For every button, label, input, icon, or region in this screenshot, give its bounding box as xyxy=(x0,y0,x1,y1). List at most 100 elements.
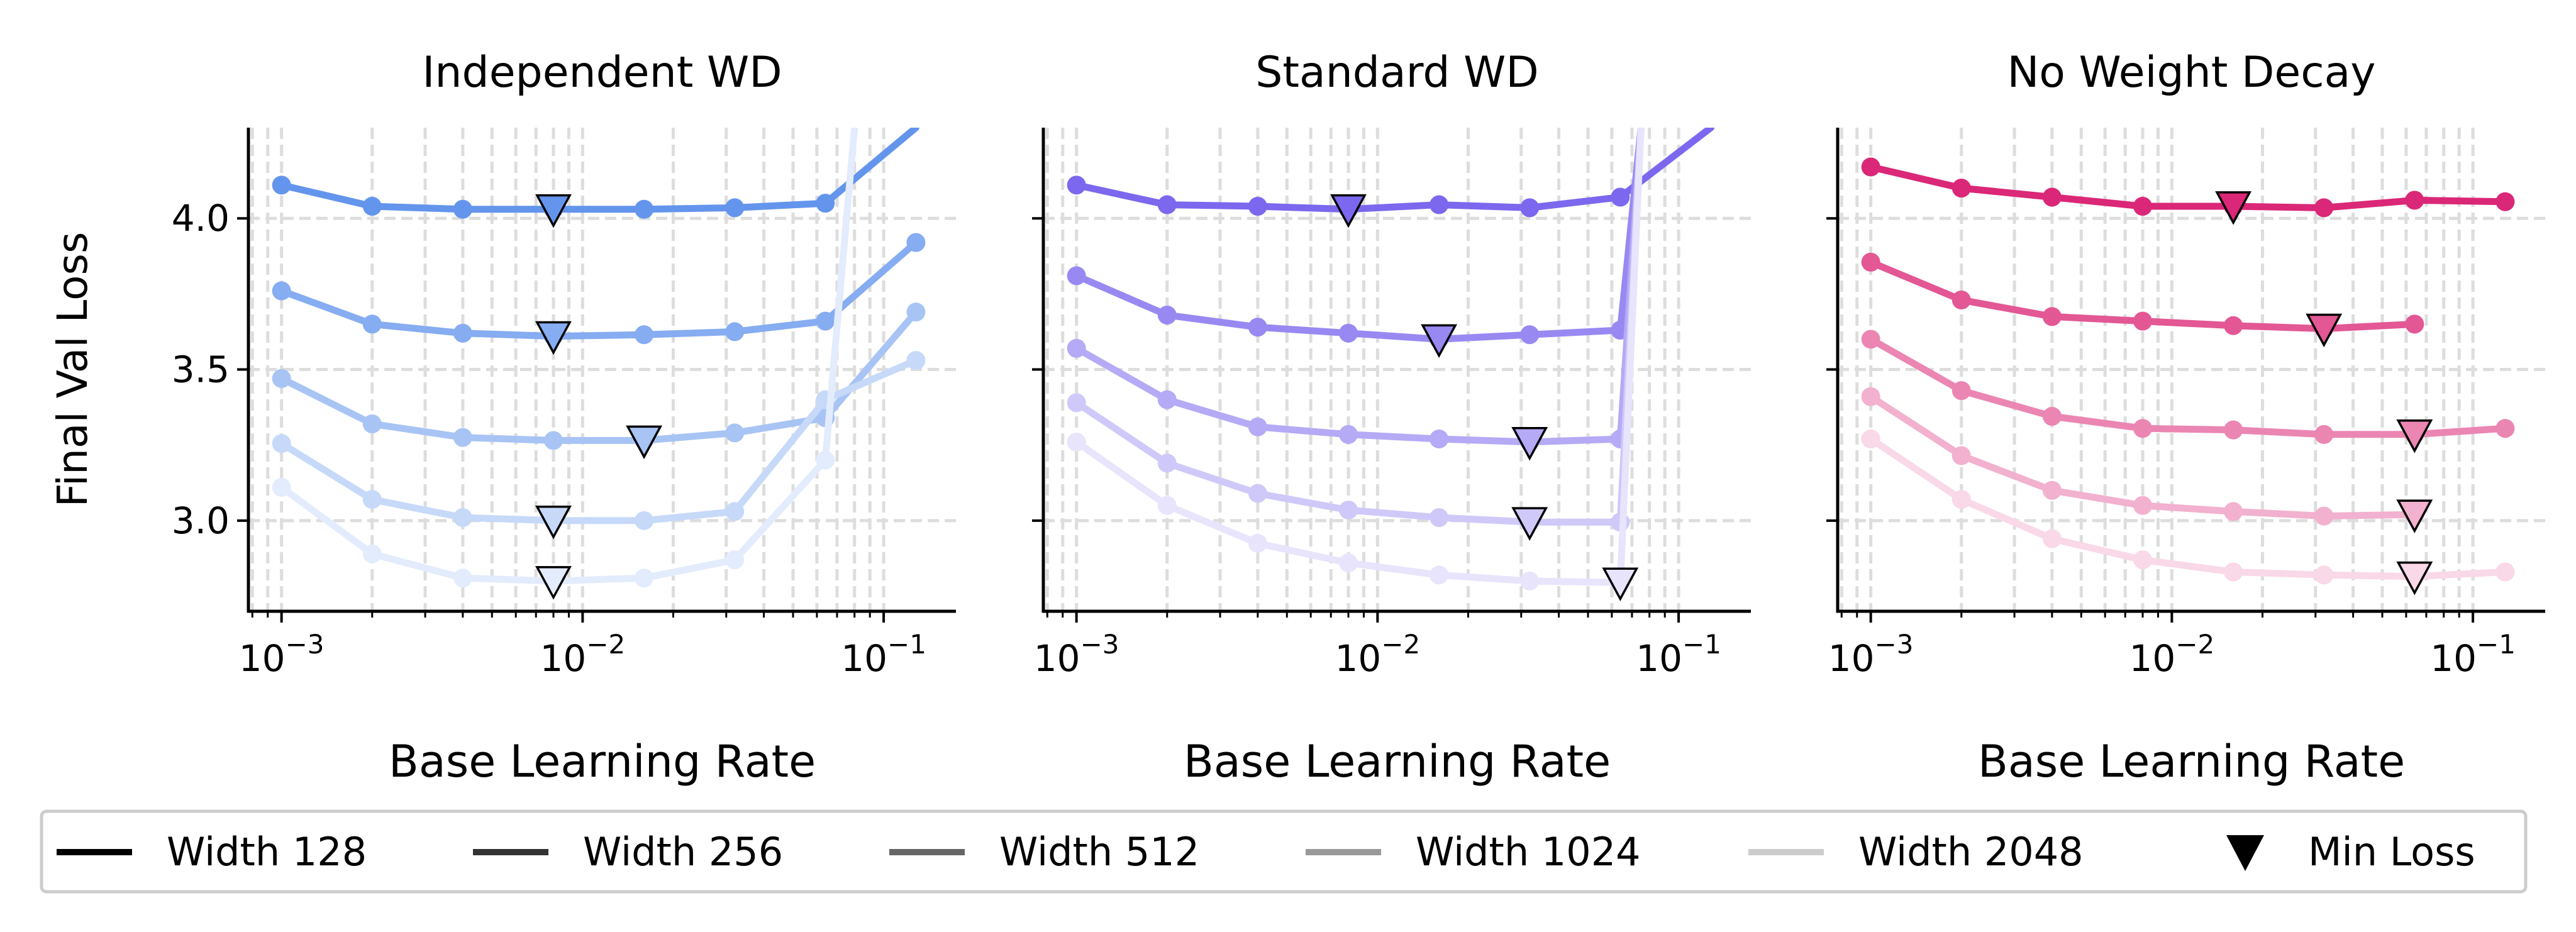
data-point xyxy=(1067,266,1086,286)
data-point xyxy=(362,544,382,563)
x-tick-label: 10−1 xyxy=(2430,629,2516,680)
min-loss-marker xyxy=(535,566,572,600)
y-tick-label: 4.0 xyxy=(172,197,230,240)
data-point xyxy=(1951,381,1971,401)
panel-title: No Weight Decay xyxy=(2007,48,2375,97)
data-point xyxy=(1157,453,1177,473)
data-point xyxy=(1067,432,1086,452)
series-3 xyxy=(1067,128,1645,461)
data-point xyxy=(725,550,745,570)
x-axis-label: Base Learning Rate xyxy=(1184,736,1611,787)
min-loss-marker xyxy=(626,425,663,460)
data-point xyxy=(2405,314,2424,334)
series-1 xyxy=(272,128,919,228)
data-point xyxy=(1430,508,1449,528)
series-line xyxy=(278,128,919,213)
data-point xyxy=(2496,419,2515,438)
data-point xyxy=(725,502,745,521)
min-loss-marker xyxy=(1330,194,1367,228)
legend-label: Width 512 xyxy=(999,829,1199,875)
min-loss-marker xyxy=(1602,567,1639,602)
data-point xyxy=(2314,565,2334,585)
data-point xyxy=(1611,187,1630,207)
data-point xyxy=(725,423,745,443)
legend-label: Width 256 xyxy=(583,829,783,875)
data-point xyxy=(1338,424,1358,444)
data-point xyxy=(543,431,563,450)
data-point xyxy=(1951,290,1971,309)
data-point xyxy=(1951,490,1971,509)
legend-frame xyxy=(40,809,2528,894)
series-line xyxy=(1073,128,1645,586)
legend-entry: Width 2048 xyxy=(1748,829,2084,875)
data-point xyxy=(1430,565,1449,585)
min-loss-marker xyxy=(535,505,572,540)
panel-3: 10−3 10−2 10−1 No Weight Decay Base Learning… xyxy=(1826,48,2545,787)
legend-label: Width 1024 xyxy=(1416,829,1641,875)
data-point xyxy=(362,314,382,334)
data-point xyxy=(2224,562,2243,582)
data-point xyxy=(635,199,654,219)
series-4 xyxy=(1067,128,1645,541)
series-line xyxy=(1073,128,1714,213)
data-point xyxy=(2133,496,2152,515)
data-point xyxy=(2314,506,2334,526)
legend-label: Width 128 xyxy=(167,829,367,875)
data-point xyxy=(2042,529,2062,548)
data-point xyxy=(1248,417,1267,436)
legend-triangle-icon xyxy=(2226,835,2264,871)
panel-title: Standard WD xyxy=(1255,48,1539,97)
data-point xyxy=(1338,553,1358,573)
data-point xyxy=(2224,502,2243,521)
x-axis-label: Base Learning Rate xyxy=(389,736,816,787)
data-point xyxy=(272,175,291,195)
data-point xyxy=(725,198,745,218)
data-point xyxy=(1157,496,1177,515)
data-point xyxy=(1430,430,1449,449)
data-point xyxy=(1248,484,1267,503)
data-point xyxy=(2133,419,2152,438)
data-point xyxy=(1157,305,1177,325)
legend: Width 128 Width 256 Width 512 Width 1024 Wid… xyxy=(40,809,2528,894)
series-line xyxy=(1867,335,2509,438)
data-point xyxy=(1157,195,1177,214)
min-loss-marker xyxy=(2396,561,2433,596)
data-point xyxy=(362,196,382,216)
x-axis-label: Base Learning Rate xyxy=(1978,736,2405,787)
series-2 xyxy=(1067,128,1645,358)
data-point xyxy=(1520,198,1540,218)
data-point xyxy=(1861,330,1880,349)
data-point xyxy=(2224,316,2243,335)
data-point xyxy=(2496,192,2515,211)
grid xyxy=(248,128,956,611)
panel-2: 10−3 10−2 10−1 Standard WD Base Learning Rat… xyxy=(1032,48,1751,787)
data-point xyxy=(816,311,835,331)
legend-entry: Width 1024 xyxy=(1306,829,1641,875)
data-point xyxy=(2042,406,2062,426)
legend-entry: Width 512 xyxy=(889,829,1199,875)
data-point xyxy=(725,322,745,341)
plot-area xyxy=(1067,128,1714,602)
min-loss-marker xyxy=(1511,427,1548,461)
x-tick-label: 10−1 xyxy=(1636,629,1721,680)
min-loss-marker xyxy=(535,321,572,355)
min-loss-marker xyxy=(1421,324,1458,358)
x-tick-label: 10−3 xyxy=(239,629,325,680)
data-point xyxy=(1248,318,1267,337)
data-point xyxy=(1951,446,1971,465)
data-point xyxy=(906,351,926,370)
data-point xyxy=(816,450,835,470)
series-4 xyxy=(1861,387,2433,533)
legend-entry: Width 128 xyxy=(57,829,367,875)
data-point xyxy=(1520,571,1540,591)
data-point xyxy=(1248,533,1267,553)
data-point xyxy=(1861,157,1880,177)
x-tick-label: 10−2 xyxy=(1335,629,1421,680)
min-loss-marker xyxy=(2215,191,2252,225)
data-point xyxy=(2496,562,2515,582)
data-point xyxy=(2314,424,2334,444)
y-axis-label: Final Val Loss xyxy=(48,232,97,508)
data-point xyxy=(1338,500,1358,519)
data-point xyxy=(1430,195,1449,214)
